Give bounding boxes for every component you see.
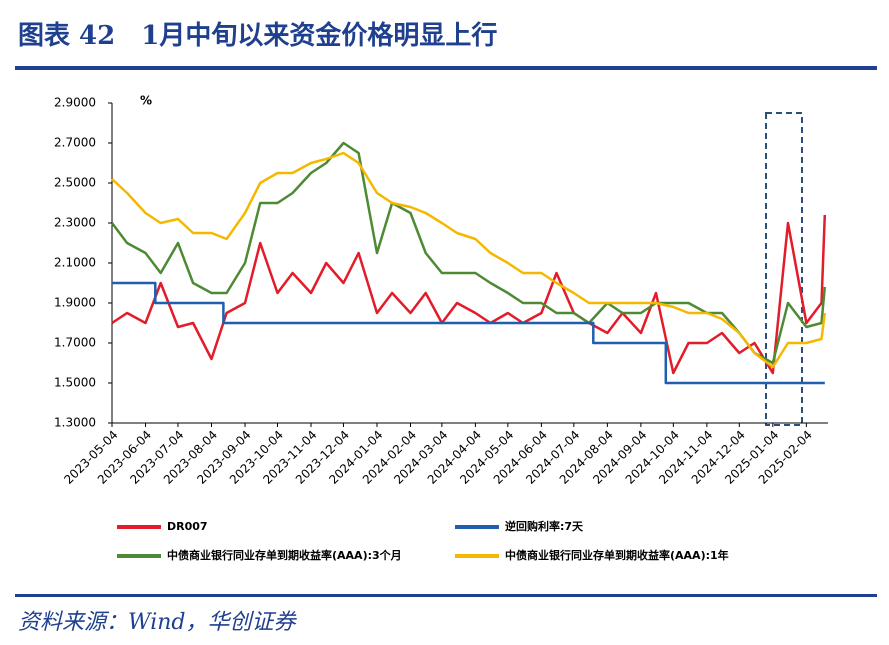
legend-label: DR007: [167, 520, 208, 533]
series-line: [111, 151, 827, 369]
source: 资料来源：Wind，华创证券: [18, 610, 298, 635]
title-rule: [15, 66, 877, 70]
y-tick-label: 1.5000: [54, 376, 96, 390]
y-unit: %: [140, 94, 152, 108]
footer-rule: [15, 594, 877, 597]
y-tick-label: 2.1000: [54, 256, 96, 270]
y-tick-label: 1.7000: [54, 336, 96, 350]
series-line: [112, 281, 825, 385]
highlight-box: [765, 112, 803, 426]
legend-label: 中债商业银行同业存单到期收益率(AAA):1年: [505, 548, 729, 562]
y-tick-label: 2.9000: [54, 96, 96, 110]
legend-label: 中债商业银行同业存单到期收益率(AAA):3个月: [167, 548, 402, 562]
y-tick-label: 2.5000: [54, 176, 96, 190]
title: 图表 42 1月中旬以来资金价格明显上行: [18, 20, 497, 51]
series-line: [111, 141, 827, 365]
y-tick-label: 2.7000: [54, 136, 96, 150]
y-tick-label: 1.9000: [54, 296, 96, 310]
y-tick-label: 2.3000: [54, 216, 96, 230]
series-line: [111, 214, 827, 375]
y-tick-label: 1.3000: [54, 416, 96, 430]
legend-label: 逆回购利率:7天: [505, 519, 584, 533]
